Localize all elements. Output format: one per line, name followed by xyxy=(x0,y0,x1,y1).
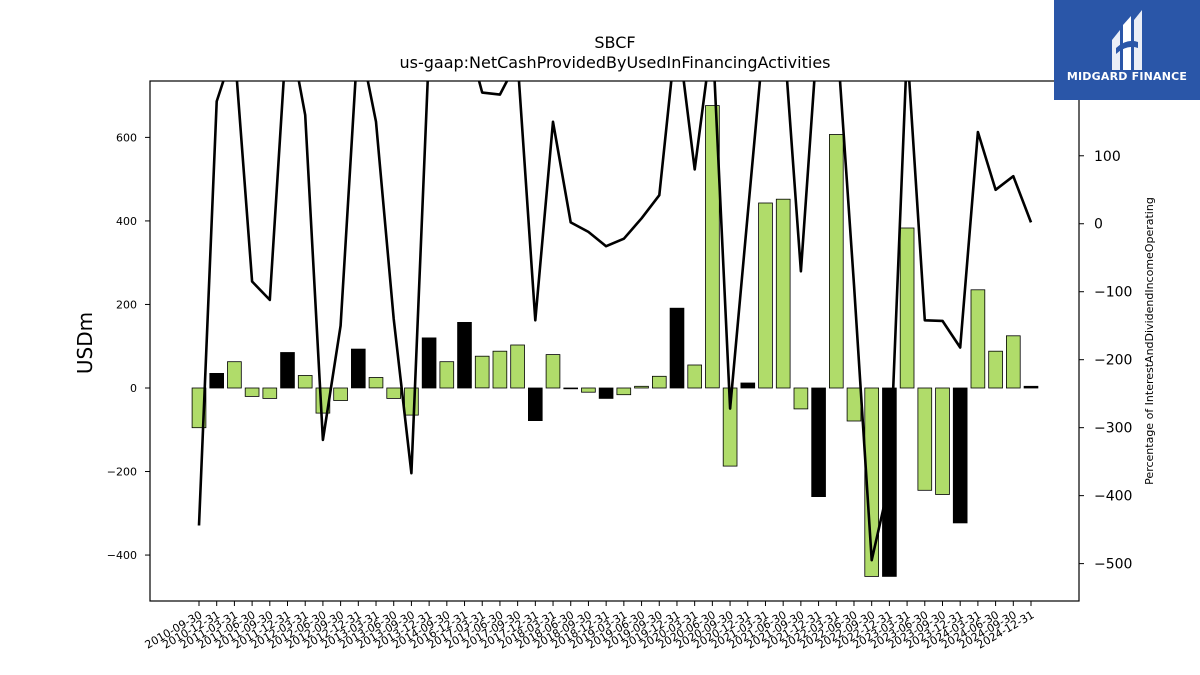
bar-2011-12-31 xyxy=(280,352,295,389)
bar-2020-12-31 xyxy=(740,382,756,389)
y-tick-label: −200 xyxy=(107,466,137,479)
y2-tick-label: −400 xyxy=(1094,489,1132,505)
bar-2012-12-31 xyxy=(350,348,366,389)
y2-tick-label: −500 xyxy=(1094,557,1132,573)
bar-2023-09-30 xyxy=(935,387,950,495)
y2-tick-label: −200 xyxy=(1094,353,1132,369)
bar-2023-06-30 xyxy=(917,387,933,491)
y2-tick-label: 100 xyxy=(1094,149,1121,165)
axes-group: −400 −200 0 200 400 600 −500 −400 −300 −200 −100 0 1… xyxy=(107,80,1132,652)
bar-2018-09-30 xyxy=(581,387,596,393)
chart-subtitle: us-gaap:NetCashProvidedByUsedInFinancing… xyxy=(399,53,830,72)
bar-2017-09-30 xyxy=(510,344,525,389)
bar-2013-03-31 xyxy=(368,377,384,389)
bar-2024-09-30 xyxy=(1006,335,1021,389)
bar-2019-06-30 xyxy=(634,385,649,389)
bar-2019-03-31 xyxy=(616,387,632,396)
bar-2014-09-30 xyxy=(439,361,455,389)
chart-title: SBCF xyxy=(594,33,635,52)
bar-2021-06-30 xyxy=(775,198,791,389)
y2-tick-label: −100 xyxy=(1094,285,1132,301)
bar-2023-12-31 xyxy=(952,387,968,524)
bar-2022-09-30 xyxy=(864,387,879,577)
line-group xyxy=(197,81,1033,562)
bar-2017-06-30 xyxy=(492,350,508,389)
bar-2017-12-31 xyxy=(528,387,543,421)
bar-2021-09-30 xyxy=(793,387,809,410)
bar-2013-09-30 xyxy=(404,387,419,416)
bar-2022-03-31 xyxy=(829,134,844,389)
y-tick-label: 200 xyxy=(116,298,137,311)
bar-2012-03-31 xyxy=(297,375,313,389)
y-axis-label: USDm xyxy=(73,312,97,374)
midgard-finance-logo: MIDGARD FINANCE xyxy=(1054,0,1200,100)
y-tick-label: −400 xyxy=(107,549,137,562)
bar-2010-12-31 xyxy=(209,372,225,389)
bar-2020-06-30 xyxy=(705,105,720,389)
bar-2022-06-30 xyxy=(846,387,862,422)
plot-frame xyxy=(149,80,1080,602)
bar-2013-12-31 xyxy=(421,337,437,389)
bar-2011-06-30 xyxy=(244,387,260,397)
bar-2018-12-31 xyxy=(598,387,614,399)
bar-2020-03-31 xyxy=(687,364,702,389)
bar-2013-06-30 xyxy=(386,387,401,399)
y2-tick-label: 0 xyxy=(1094,217,1103,233)
bar-2018-06-30 xyxy=(563,387,578,390)
ratio-line xyxy=(197,81,1033,562)
bar-2024-06-30 xyxy=(988,350,1003,389)
bar-2021-03-31 xyxy=(758,202,773,389)
bar-2017-03-31 xyxy=(474,355,490,389)
bar-2011-09-30 xyxy=(262,387,278,399)
bar-2024-12-31 xyxy=(1023,385,1039,389)
bars-group xyxy=(191,105,1039,577)
bar-2011-03-31 xyxy=(227,361,242,389)
brand-name: MIDGARD FINANCE xyxy=(1066,70,1188,83)
y-tick-label: 0 xyxy=(130,382,137,395)
bar-2019-09-30 xyxy=(652,375,667,389)
y-tick-label: 600 xyxy=(116,131,137,144)
bar-2012-09-30 xyxy=(333,387,348,401)
midgard-logo-icon xyxy=(1112,10,1142,70)
y2-tick-label: −300 xyxy=(1094,421,1132,437)
bar-2021-12-31 xyxy=(811,387,826,497)
bar-2023-03-31 xyxy=(899,227,915,389)
bar-2024-03-31 xyxy=(970,289,986,389)
y-tick-label: 400 xyxy=(116,215,137,228)
bar-2018-03-31 xyxy=(545,354,561,389)
y2-axis-label: Percentage of InterestAndDividendIncomeO… xyxy=(1143,197,1156,485)
bar-2016-12-31 xyxy=(457,321,472,389)
bar-2019-12-31 xyxy=(669,307,685,389)
